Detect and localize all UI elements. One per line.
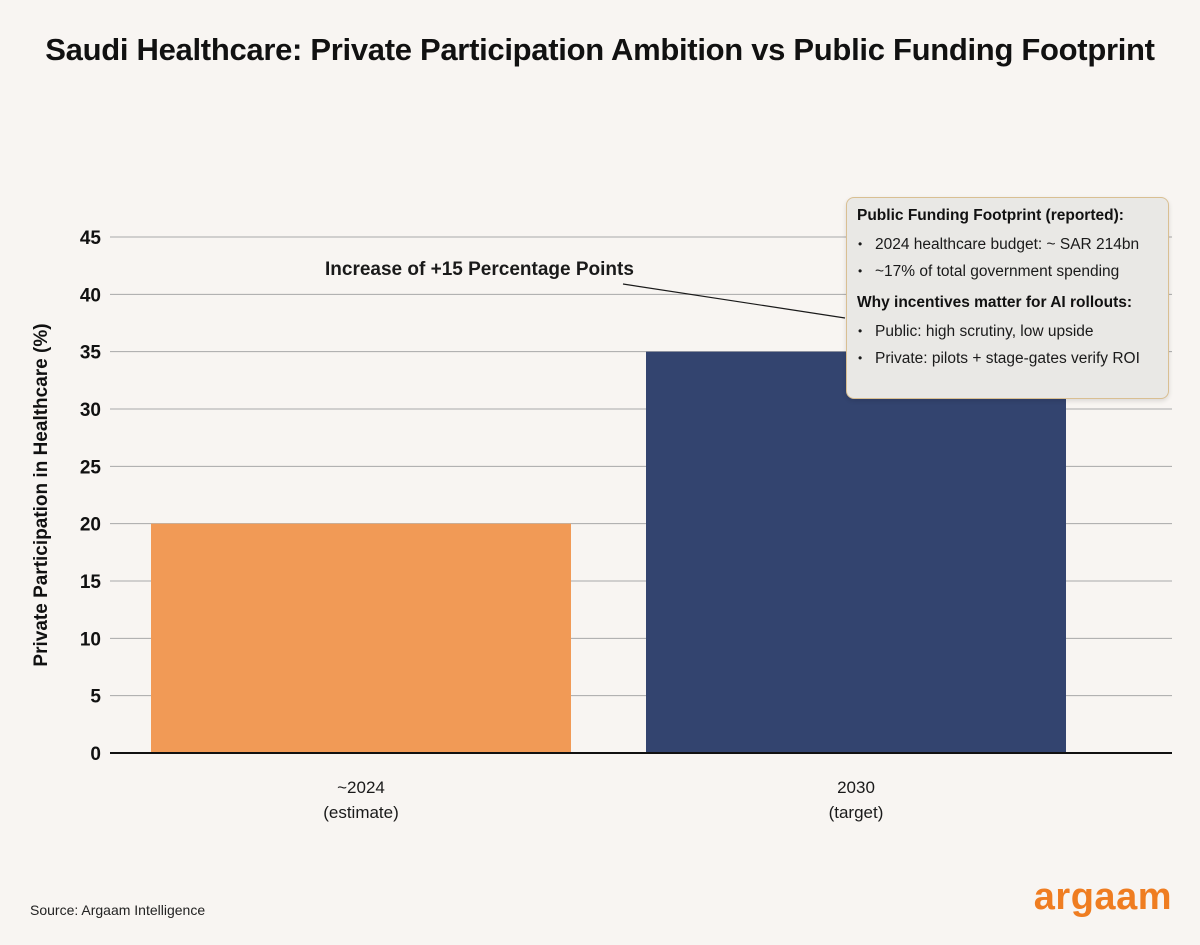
y-tick-label: 20 [80, 515, 101, 536]
y-axis-title: Private Participation in Healthcare (%) [31, 323, 52, 667]
infobox-incentives-list: Public: high scrutiny, low upside Privat… [857, 318, 1156, 372]
argaam-logo: argaam [1033, 876, 1172, 918]
infobox-funding-list: 2024 healthcare budget: ~ SAR 214bn ~17%… [857, 231, 1156, 285]
y-tick-label: 5 [90, 687, 101, 708]
chart-title: Saudi Healthcare: Private Participation … [45, 32, 1155, 67]
y-tick-label: 45 [80, 228, 102, 249]
y-tick-label: 15 [80, 572, 102, 593]
y-tick-label: 25 [80, 457, 102, 478]
infobox-heading-funding: Public Funding Footprint (reported): [857, 207, 1124, 224]
infobox-item: ~17% of total government spending [857, 258, 1156, 285]
y-tick-label: 0 [90, 744, 101, 765]
public-funding-infobox: Public Funding Footprint (reported): 202… [846, 197, 1169, 399]
y-tick-label: 30 [80, 400, 101, 421]
infobox-heading-incentives: Why incentives matter for AI rollouts: [857, 294, 1133, 311]
bar-2024 [151, 523, 571, 753]
y-tick-label: 40 [80, 285, 101, 306]
annotation-leader-line [622, 283, 846, 319]
infobox-item: 2024 healthcare budget: ~ SAR 214bn [857, 231, 1156, 258]
source-note: Source: Argaam Intelligence [30, 902, 206, 918]
y-tick-label: 10 [80, 629, 101, 650]
y-tick-label: 35 [80, 343, 102, 364]
infobox-item: Private: pilots + stage-gates verify ROI [857, 345, 1156, 372]
x-tick-label-2024: ~2024 (estimate) [323, 778, 399, 822]
bar-2030 [646, 351, 1066, 753]
increase-annotation: Increase of +15 Percentage Points [325, 259, 634, 280]
infobox-item: Public: high scrutiny, low upside [857, 318, 1156, 345]
x-tick-label-2030: 2030 (target) [828, 778, 884, 822]
